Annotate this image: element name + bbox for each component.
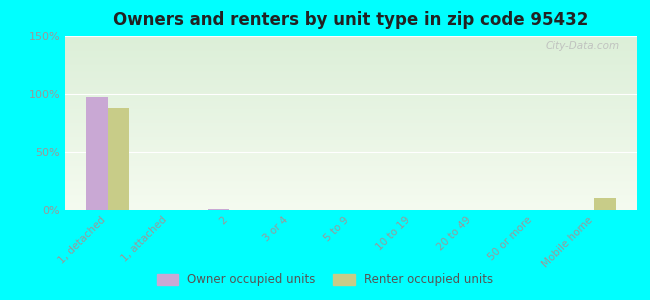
Bar	[594, 198, 616, 210]
Text: City-Data.com: City-Data.com	[546, 41, 620, 51]
Bar	[108, 108, 129, 210]
Bar	[208, 209, 229, 210]
Legend: Owner occupied units, Renter occupied units: Owner occupied units, Renter occupied un…	[152, 269, 498, 291]
Title: Owners and renters by unit type in zip code 95432: Owners and renters by unit type in zip c…	[113, 11, 589, 29]
Bar	[86, 98, 108, 210]
